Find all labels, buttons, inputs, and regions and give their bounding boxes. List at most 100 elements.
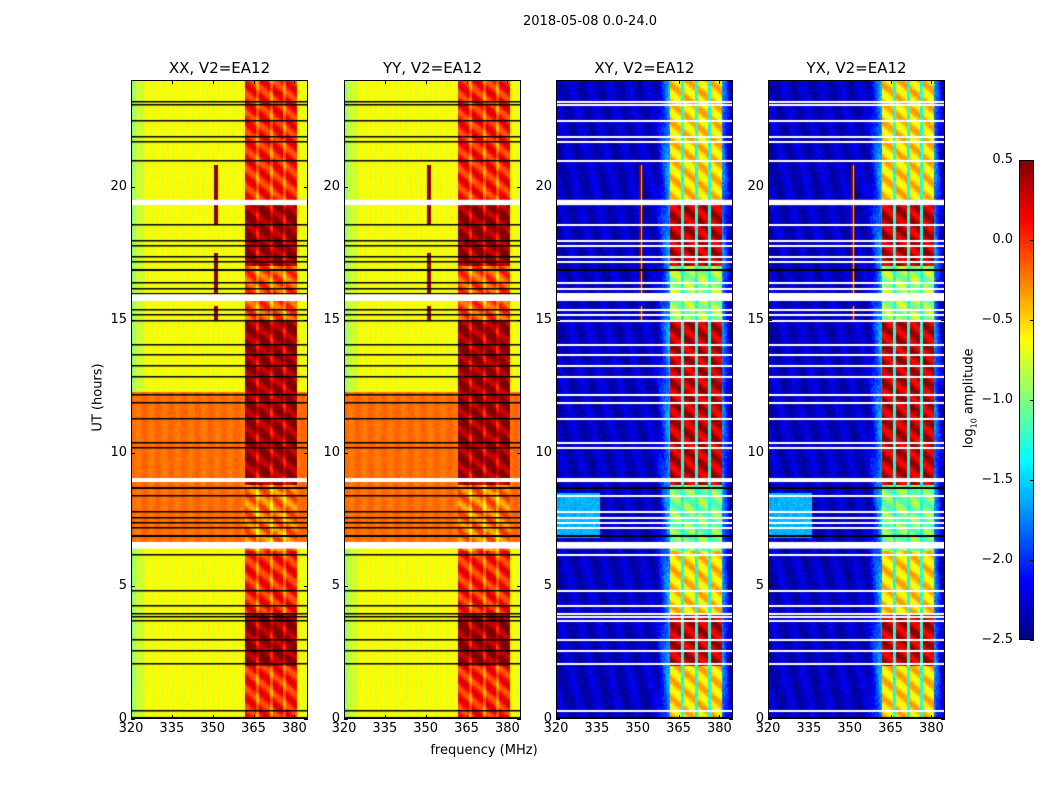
x-tick-mark xyxy=(890,715,892,719)
y-tick-mark xyxy=(517,186,521,188)
y-tick-mark xyxy=(131,452,135,454)
x-tick-label: 350 xyxy=(200,721,226,736)
x-tick-mark xyxy=(849,80,851,84)
x-tick-mark xyxy=(171,715,173,719)
y-tick-label: 20 xyxy=(747,178,764,194)
y-tick-mark xyxy=(344,585,348,587)
y-tick-label: 5 xyxy=(755,577,764,593)
y-tick-mark xyxy=(131,585,135,587)
x-tick-mark xyxy=(678,80,680,84)
x-tick-label: 380 xyxy=(494,721,520,736)
y-tick-mark xyxy=(517,319,521,321)
x-tick-mark xyxy=(808,80,810,84)
x-tick-mark xyxy=(253,80,255,84)
x-tick-mark xyxy=(931,715,933,719)
colorbar-gradient xyxy=(1019,160,1034,640)
heatmap-yx xyxy=(768,80,945,719)
x-tick-mark xyxy=(768,80,769,84)
y-tick-label: 0 xyxy=(331,711,340,726)
colorbar-tick-label: −1.5 xyxy=(981,472,1013,487)
y-tick-mark xyxy=(556,585,560,587)
y-tick-label: 5 xyxy=(118,577,127,593)
y-tick-mark xyxy=(517,452,521,454)
x-tick-mark xyxy=(849,715,851,719)
y-tick-label: 15 xyxy=(747,311,764,327)
x-tick-mark xyxy=(719,80,721,84)
x-tick-mark xyxy=(556,715,557,719)
y-tick-label: 15 xyxy=(535,311,552,327)
y-tick-mark xyxy=(556,319,560,321)
x-tick-label: 320 xyxy=(543,721,569,736)
y-axis-label: UT (hours) xyxy=(90,363,106,432)
x-tick-mark xyxy=(808,715,810,719)
y-tick-mark xyxy=(941,452,945,454)
y-tick-label: 15 xyxy=(323,311,340,327)
colorbar-tick-label: 0.0 xyxy=(992,232,1013,247)
x-tick-mark xyxy=(131,80,132,84)
x-tick-mark xyxy=(344,80,345,84)
y-tick-mark xyxy=(304,319,308,321)
x-tick-label: 380 xyxy=(706,721,732,736)
x-tick-mark xyxy=(931,80,933,84)
y-tick-mark xyxy=(556,452,560,454)
x-tick-label: 350 xyxy=(413,721,439,736)
heatmap-xy xyxy=(556,80,733,719)
y-tick-mark xyxy=(131,319,135,321)
y-tick-label: 10 xyxy=(747,444,764,460)
panel-title: XY, V2=EA12 xyxy=(594,59,695,77)
y-tick-label: 0 xyxy=(755,711,764,726)
x-tick-mark xyxy=(212,80,214,84)
x-tick-mark xyxy=(890,80,892,84)
y-tick-mark xyxy=(941,585,945,587)
y-tick-label: 10 xyxy=(535,444,552,460)
y-tick-label: 0 xyxy=(543,711,552,726)
heatmap-yy xyxy=(344,80,521,719)
x-tick-mark xyxy=(212,715,214,719)
panel-title: YY, V2=EA12 xyxy=(382,59,483,77)
colorbar-tick-mark xyxy=(1030,400,1034,401)
y-tick-mark xyxy=(304,452,308,454)
x-tick-mark xyxy=(466,80,468,84)
y-tick-mark xyxy=(729,186,733,188)
x-tick-mark xyxy=(556,80,557,84)
x-tick-label: 335 xyxy=(796,721,822,736)
colorbar-label-rest: amplitude xyxy=(961,348,977,419)
x-tick-mark xyxy=(171,80,173,84)
x-tick-mark xyxy=(719,715,721,719)
y-tick-mark xyxy=(344,186,348,188)
x-tick-label: 335 xyxy=(159,721,185,736)
y-tick-mark xyxy=(304,719,308,720)
x-tick-mark xyxy=(507,80,509,84)
y-tick-label: 20 xyxy=(535,178,552,194)
y-tick-mark xyxy=(768,719,772,720)
y-tick-label: 5 xyxy=(543,577,552,593)
y-tick-mark xyxy=(768,585,772,587)
x-tick-label: 380 xyxy=(281,721,307,736)
figure-title: 2018-05-08 0.0-24.0 xyxy=(523,14,657,29)
heatmap-xx xyxy=(131,80,308,719)
colorbar-tick-mark xyxy=(1030,320,1034,321)
colorbar-tick-label: −0.5 xyxy=(981,312,1013,327)
x-tick-mark xyxy=(344,715,345,719)
panel-title: YX, V2=EA12 xyxy=(806,59,907,77)
x-tick-mark xyxy=(466,715,468,719)
y-tick-label: 5 xyxy=(331,577,340,593)
x-tick-label: 350 xyxy=(625,721,651,736)
x-tick-mark xyxy=(253,715,255,719)
y-tick-mark xyxy=(131,186,135,188)
colorbar-tick-mark xyxy=(1030,560,1034,561)
y-tick-mark xyxy=(304,585,308,587)
x-tick-label: 365 xyxy=(666,721,691,736)
colorbar-tick-label: −1.0 xyxy=(981,392,1013,407)
x-axis-label: frequency (MHz) xyxy=(430,743,538,758)
y-tick-mark xyxy=(344,452,348,454)
colorbar-label-sub: 10 xyxy=(969,418,979,429)
y-tick-mark xyxy=(517,585,521,587)
y-tick-label: 20 xyxy=(323,178,340,194)
x-tick-mark xyxy=(596,80,598,84)
y-tick-label: 10 xyxy=(323,444,340,460)
y-tick-mark xyxy=(729,319,733,321)
y-tick-mark xyxy=(517,719,521,720)
x-tick-mark xyxy=(507,715,509,719)
y-tick-mark xyxy=(768,452,772,454)
